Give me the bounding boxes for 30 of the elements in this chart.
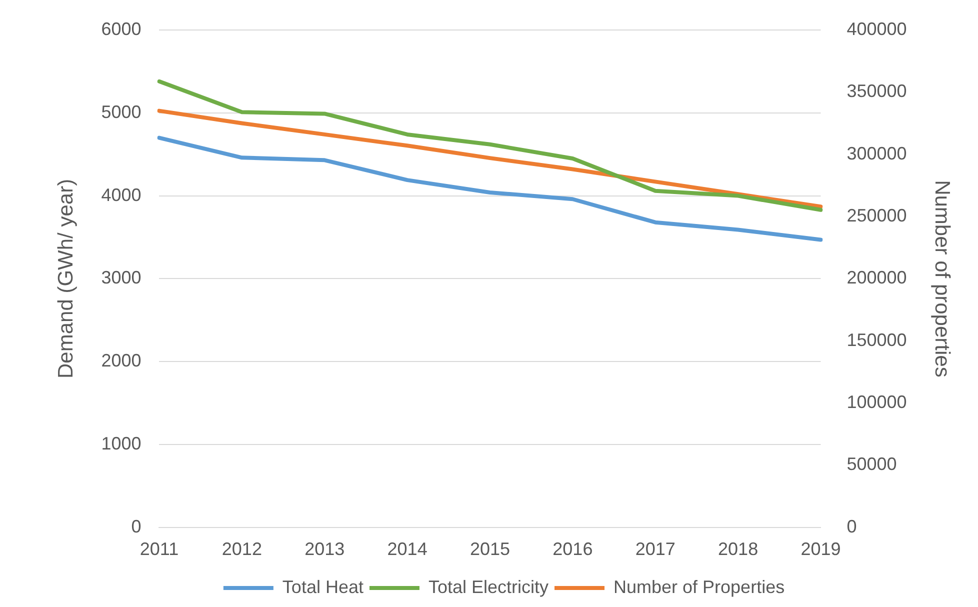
x-tick-label: 2015	[470, 539, 510, 560]
x-tick-label: 2011	[140, 539, 179, 560]
y2-tick-label: 200000	[846, 268, 907, 288]
x-tick-label: 2016	[552, 539, 593, 560]
legend-label: Total Heat	[282, 576, 364, 597]
legend-label: Total Electricity	[428, 576, 549, 597]
y-tick-label: 2000	[101, 350, 142, 371]
y2-tick-label: 100000	[846, 392, 907, 412]
y-tick-label: 4000	[101, 184, 142, 205]
x-tick-label: 2014	[387, 539, 428, 560]
x-tick-label: 2012	[222, 539, 262, 560]
y2-tick-label: 300000	[846, 143, 907, 164]
y2-tick-label: 0	[846, 516, 857, 536]
y2-tick-label: 150000	[846, 330, 907, 350]
y-tick-label: 3000	[101, 268, 142, 288]
y2-axis-title: Number of properties	[930, 180, 954, 378]
y-tick-label: 5000	[101, 102, 142, 122]
x-tick-label: 2018	[718, 539, 758, 560]
y-tick-label: 0	[131, 516, 142, 536]
x-tick-label: 2013	[304, 539, 345, 560]
y-axis-title: Demand (GWh/ year)	[54, 178, 78, 378]
y-tick-label: 1000	[101, 433, 142, 454]
legend-label: Number of Properties	[614, 576, 785, 597]
x-tick-label: 2019	[800, 539, 841, 560]
x-tick-label: 2017	[635, 539, 676, 560]
y2-tick-label: 50000	[846, 454, 897, 474]
y2-tick-label: 350000	[846, 81, 907, 102]
y2-tick-label: 400000	[846, 18, 907, 39]
y2-tick-label: 250000	[846, 205, 907, 226]
y-tick-label: 6000	[101, 18, 142, 39]
